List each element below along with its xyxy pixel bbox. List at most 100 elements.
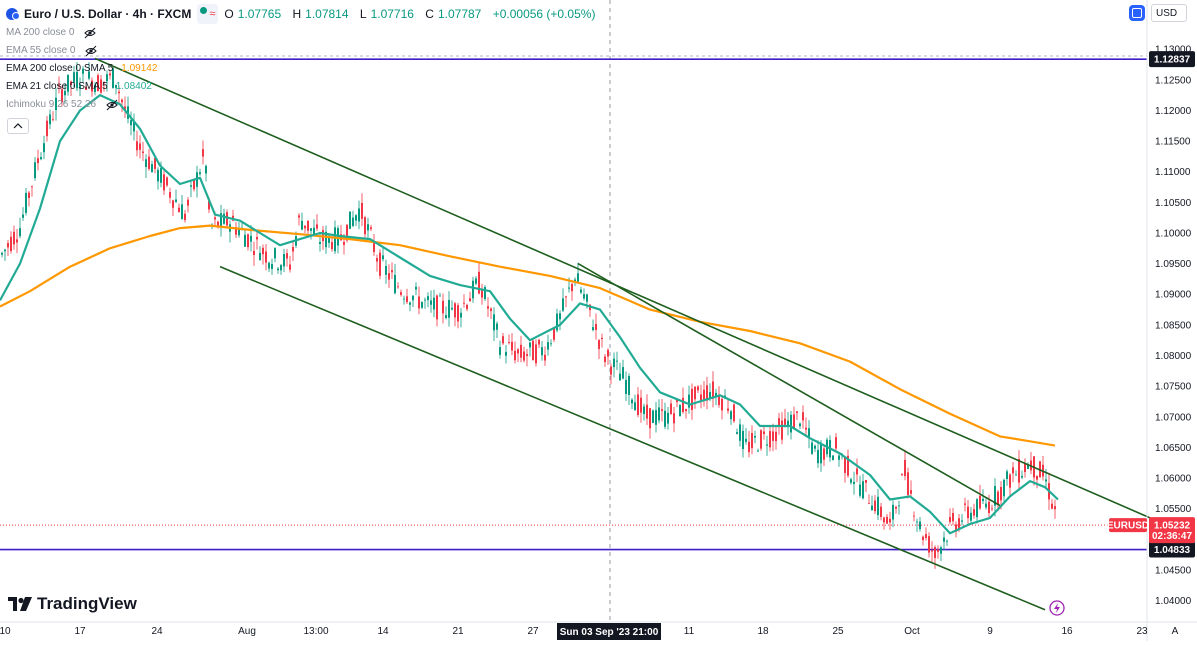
- candle: [760, 429, 762, 451]
- candle-body: [937, 549, 939, 552]
- candle: [283, 248, 285, 273]
- candle: [316, 214, 318, 232]
- candle-body: [433, 297, 435, 310]
- market-status-icon[interactable]: ≈: [197, 4, 219, 24]
- candle-body: [592, 327, 594, 331]
- candle: [922, 535, 924, 546]
- candle-body: [94, 84, 96, 93]
- candle-body: [445, 315, 447, 319]
- eye-hidden-icon[interactable]: [84, 27, 97, 39]
- candle-body: [637, 394, 639, 416]
- candle: [142, 141, 144, 161]
- candle: [1012, 461, 1014, 483]
- candle: [25, 187, 27, 216]
- candle: [286, 249, 288, 267]
- candle-body: [946, 540, 948, 542]
- candle: [13, 225, 15, 250]
- candle: [934, 545, 936, 569]
- symbol-header[interactable]: Euro / U.S. Dollar · 4h · FXCM ≈ O 1.0776…: [6, 4, 599, 24]
- x-tick-label: 13:00: [303, 626, 328, 637]
- support-price-tag-bg: [1149, 541, 1195, 558]
- candle-body: [976, 499, 978, 518]
- indicator-ema200[interactable]: EMA 200 close 0 SMA 5 1.09142: [6, 60, 599, 78]
- candle: [808, 420, 810, 449]
- candle: [805, 417, 807, 436]
- y-tick-label: 1.08500: [1155, 320, 1192, 331]
- trendline-2[interactable]: [219, 265, 1046, 611]
- candle: [694, 386, 696, 409]
- candle: [697, 384, 699, 394]
- candle: [466, 303, 468, 312]
- candle-body: [139, 143, 141, 150]
- candle-body: [796, 411, 798, 413]
- collapse-legend-button[interactable]: [7, 118, 29, 134]
- eye-hidden-icon[interactable]: [85, 45, 98, 57]
- candle: [76, 61, 78, 92]
- candle: [82, 66, 84, 83]
- candle-body: [889, 518, 891, 523]
- indicator-ema21[interactable]: EMA 21 close 0 SMA 5 1.08402: [6, 78, 599, 96]
- trendline-1[interactable]: [94, 57, 1151, 519]
- candle-body: [85, 86, 87, 90]
- indicator-ichimoku[interactable]: Ichimoku 9 26 52 26: [6, 96, 599, 114]
- candle: [373, 234, 375, 256]
- candle-body: [283, 254, 285, 267]
- candle: [643, 403, 645, 421]
- candle-body: [265, 251, 267, 263]
- legend: Euro / U.S. Dollar · 4h · FXCM ≈ O 1.0776…: [6, 4, 599, 114]
- candle: [508, 334, 510, 345]
- y-tick-label: 1.11000: [1155, 167, 1191, 178]
- candle-body: [739, 424, 741, 441]
- layout-toggle-button[interactable]: [1129, 5, 1145, 21]
- eye-hidden-icon[interactable]: [106, 99, 118, 111]
- candle-body: [898, 505, 900, 507]
- symbol-title[interactable]: Euro / U.S. Dollar · 4h · FXCM: [24, 7, 192, 21]
- candle-body: [943, 537, 945, 542]
- candle-body: [961, 520, 963, 522]
- candle: [772, 423, 774, 452]
- candle: [493, 307, 495, 342]
- candle-body: [547, 342, 549, 350]
- indicator-ma200[interactable]: MA 200 close 0: [6, 24, 599, 42]
- indicator-ema55[interactable]: EMA 55 close 0: [6, 42, 599, 60]
- candle: [1027, 462, 1029, 470]
- candle: [379, 249, 381, 280]
- candle-body: [823, 448, 825, 460]
- candle-body: [217, 221, 219, 228]
- candle: [793, 406, 795, 429]
- currency-button[interactable]: USD: [1151, 4, 1187, 22]
- y-tick-label: 1.04000: [1155, 596, 1192, 607]
- candle: [238, 222, 240, 238]
- candle: [172, 199, 174, 216]
- candle-body: [886, 516, 888, 524]
- candle-body: [970, 512, 972, 521]
- lightning-icon[interactable]: [1049, 600, 1065, 616]
- trendline-3[interactable]: [577, 262, 1001, 507]
- candle-body: [106, 74, 108, 82]
- candle: [655, 401, 657, 433]
- candle-body: [691, 388, 693, 410]
- candle-body: [37, 158, 39, 164]
- candle-body: [868, 502, 870, 504]
- candle: [100, 74, 102, 94]
- candle-body: [757, 450, 759, 452]
- candle: [364, 215, 366, 238]
- candle: [796, 410, 798, 420]
- candle-body: [388, 273, 390, 280]
- candle: [352, 210, 354, 228]
- x-tick-label: 9: [987, 626, 993, 637]
- candle-body: [103, 81, 105, 84]
- candle-body: [199, 172, 201, 175]
- candle: [979, 484, 981, 511]
- candle-body: [544, 354, 546, 361]
- candle: [940, 545, 942, 562]
- candle: [130, 111, 132, 136]
- candle-body: [334, 227, 336, 252]
- x-tick-label: 14: [377, 626, 389, 637]
- candle-body: [292, 247, 294, 252]
- candle-body: [1009, 474, 1011, 488]
- candle: [31, 185, 33, 197]
- candle-body: [1012, 467, 1014, 474]
